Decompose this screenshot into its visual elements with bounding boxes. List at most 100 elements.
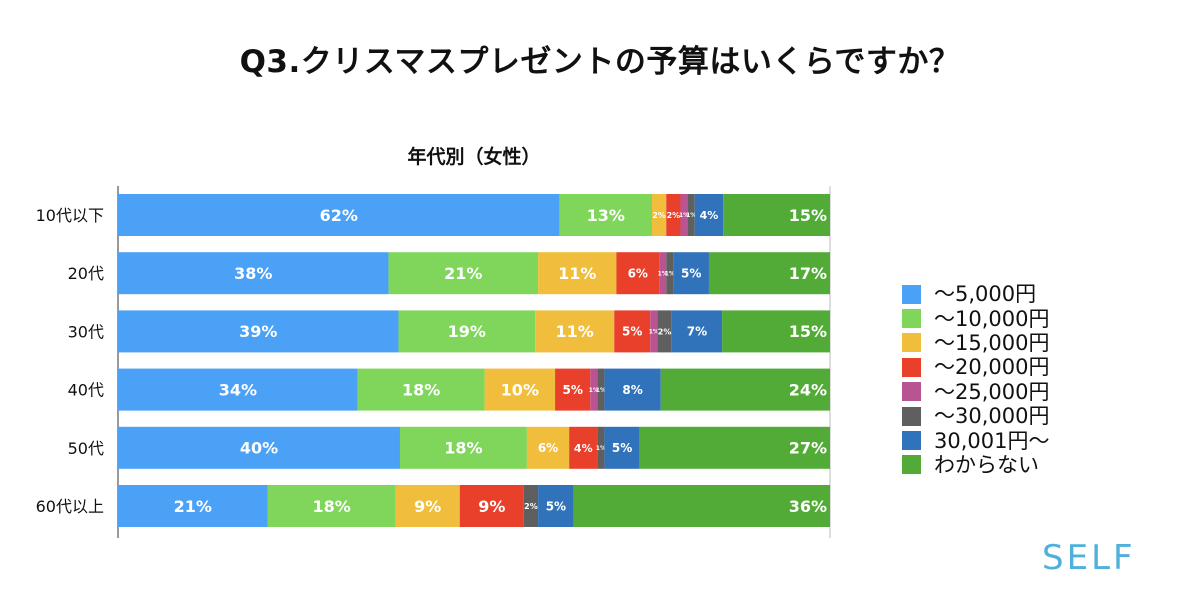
bar-segment [573, 485, 830, 527]
data-label: 19% [448, 322, 486, 341]
data-label: 1% [679, 212, 689, 219]
bar-segment [614, 310, 651, 353]
legend-item: 〜15,000円 [902, 331, 1049, 355]
data-label: 1% [589, 387, 599, 394]
legend-swatch [902, 431, 921, 451]
legend-swatch [902, 357, 921, 377]
legend-label: 〜20,000円 [934, 355, 1050, 380]
legend-item: わからない [902, 453, 1049, 477]
legend-label: わからない [934, 452, 1039, 477]
bar-segment [398, 310, 536, 353]
bar-segment [535, 310, 615, 353]
data-label: 40% [240, 439, 278, 458]
data-label: 2% [667, 211, 681, 220]
data-label: 5% [612, 441, 632, 455]
data-label: 9% [478, 497, 505, 516]
bar-segment [671, 310, 723, 353]
data-label: 18% [312, 497, 350, 516]
category-tick-label: 20代 [68, 264, 104, 283]
bar-segment [118, 310, 399, 353]
legend-swatch [902, 309, 921, 329]
category-tick-label: 10代以下 [36, 206, 104, 225]
data-label: 1% [596, 445, 606, 452]
data-label: 1% [658, 270, 668, 277]
data-label: 1% [686, 212, 696, 219]
bar-segment [639, 426, 830, 469]
data-label: 8% [622, 383, 642, 397]
data-label: 62% [320, 206, 358, 225]
data-label: 11% [556, 322, 594, 341]
legend-item: 〜20,000円 [902, 355, 1049, 379]
legend-item: 〜10,000円 [902, 306, 1049, 331]
data-label: 11% [558, 264, 596, 283]
legend: 〜5,000円 〜10,000円 〜15,000円 〜20,000円 〜25,000円〜… [902, 282, 1049, 477]
data-label: 21% [174, 497, 212, 516]
legend-label: 30,001円〜 [934, 428, 1050, 453]
data-label: 5% [622, 325, 642, 339]
bar-segment [526, 426, 570, 469]
data-label: 18% [402, 380, 440, 399]
data-label: 10% [501, 380, 539, 399]
bar-segment [538, 485, 574, 527]
bar-segment [666, 252, 674, 295]
legend-item: 〜30,000円 [902, 404, 1049, 428]
data-label: 1% [665, 270, 675, 277]
bar-segment [569, 426, 598, 469]
bar-segment [118, 368, 358, 411]
bar-segment [118, 485, 268, 527]
legend-swatch [902, 333, 921, 353]
data-label: 2% [658, 327, 672, 336]
data-label: 34% [219, 380, 257, 399]
bar-segment [666, 194, 681, 236]
legend-swatch [902, 284, 921, 304]
category-tick-label: 60代以上 [36, 497, 104, 516]
data-label: 5% [563, 383, 583, 397]
page-title: Q3.クリスマスプレゼントの予算はいくらですか？ [239, 44, 961, 80]
data-label: 21% [444, 264, 482, 283]
legend-label: 〜5,000円 [934, 282, 1037, 307]
bar-segment [555, 368, 591, 411]
data-label: 6% [538, 441, 558, 455]
data-label: 6% [628, 267, 648, 281]
category-tick-label: 30代 [68, 322, 104, 341]
legend-label: 〜25,000円 [934, 379, 1050, 404]
data-label: 4% [574, 442, 593, 455]
bar-segment [723, 194, 830, 236]
legend-item: 30,001円〜 [902, 428, 1050, 453]
bar-segment [597, 368, 605, 411]
bar-segment [459, 485, 524, 527]
data-label: 15% [789, 206, 827, 225]
data-label: 38% [234, 264, 272, 283]
category-tick-label: 50代 [68, 439, 104, 458]
bar-segment [604, 368, 661, 411]
data-label: 7% [687, 325, 707, 339]
legend-label: 〜30,000円 [934, 404, 1050, 429]
bar-segment [659, 252, 667, 295]
chart-title: 年代別（女性） [407, 146, 541, 168]
data-label: 4% [700, 209, 719, 222]
bar-segment [650, 310, 658, 353]
data-label: 2% [524, 502, 538, 511]
legend-item: 〜25,000円 [902, 380, 1049, 404]
data-label: 36% [789, 497, 827, 516]
bar-segment [597, 426, 605, 469]
bar-segment [652, 194, 667, 236]
data-label: 15% [789, 322, 827, 341]
data-label: 1% [649, 329, 659, 336]
legend-label: 〜15,000円 [934, 330, 1050, 355]
bar-segment [616, 252, 660, 295]
bar-segment [357, 368, 485, 411]
data-label: 13% [587, 206, 625, 225]
legend-swatch [902, 382, 921, 402]
data-label: 2% [652, 211, 666, 220]
bar-segment [118, 426, 400, 469]
data-label: 27% [789, 439, 827, 458]
bar-segment [673, 252, 709, 295]
data-label: 5% [546, 499, 566, 513]
data-label: 18% [444, 439, 482, 458]
data-label: 1% [596, 387, 606, 394]
bar-segment [722, 310, 830, 353]
data-label: 9% [414, 497, 441, 516]
bar-segment [687, 194, 695, 236]
